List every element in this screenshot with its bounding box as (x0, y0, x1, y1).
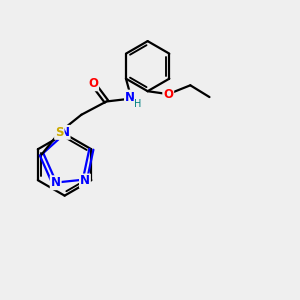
Text: N: N (125, 91, 135, 103)
Text: N: N (51, 176, 61, 189)
Text: N: N (80, 175, 90, 188)
Text: O: O (163, 88, 173, 100)
Text: O: O (88, 77, 98, 90)
Text: H: H (134, 99, 142, 110)
Text: S: S (55, 126, 64, 139)
Text: N: N (60, 126, 70, 139)
